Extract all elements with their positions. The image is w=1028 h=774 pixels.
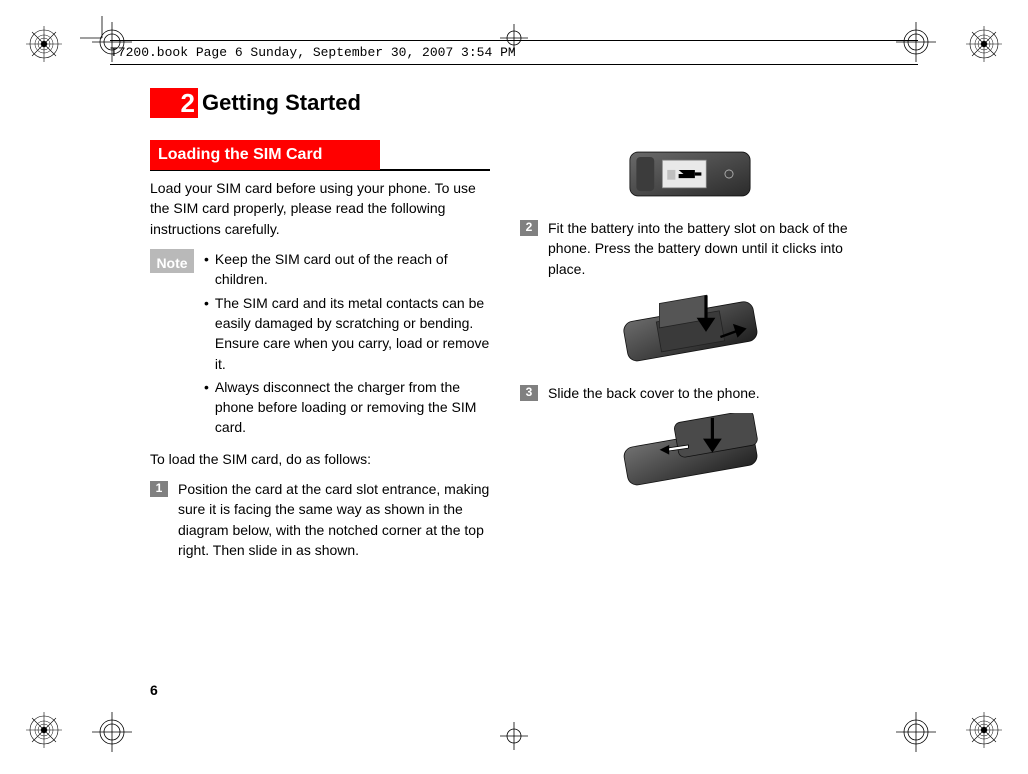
crop-cross-icon <box>92 712 132 752</box>
chapter-heading: 2 Getting Started <box>150 88 928 118</box>
step-row: 2 Fit the battery into the battery slot … <box>520 218 860 279</box>
reg-mark-icon <box>962 708 1006 752</box>
note-item: The SIM card and its metal contacts can … <box>215 293 490 374</box>
phone-cover-illustration <box>610 413 770 493</box>
step-number: 2 <box>520 220 538 236</box>
right-column: 2 Fit the battery into the battery slot … <box>520 140 860 570</box>
lead-text: To load the SIM card, do as follows: <box>150 449 490 469</box>
step-text: Slide the back cover to the phone. <box>548 383 760 403</box>
note-block: Note •Keep the SIM card out of the reach… <box>150 249 490 441</box>
note-label: Note <box>150 249 194 273</box>
section-title: Loading the SIM Card <box>150 140 380 170</box>
reg-mark-icon <box>962 22 1006 66</box>
step-number: 3 <box>520 385 538 401</box>
page-header: T7200.book Page 6 Sunday, September 30, … <box>110 40 918 65</box>
phone-sim-illustration <box>625 144 755 204</box>
step-row: 3 Slide the back cover to the phone. <box>520 383 860 403</box>
left-column: Loading the SIM Card Load your SIM card … <box>150 140 490 570</box>
intro-text: Load your SIM card before using your pho… <box>150 178 490 239</box>
reg-mark-icon <box>22 22 66 66</box>
step-text: Position the card at the card slot entra… <box>178 479 490 560</box>
page-body: 2 Getting Started Loading the SIM Card L… <box>150 88 928 570</box>
note-item: Always disconnect the charger from the p… <box>215 377 490 438</box>
chapter-number: 2 <box>150 88 198 118</box>
step-row: 1 Position the card at the card slot ent… <box>150 479 490 560</box>
page-number: 6 <box>150 682 158 698</box>
chapter-title: Getting Started <box>202 90 361 116</box>
bullet-icon: • <box>204 377 209 438</box>
crop-cross-icon <box>500 722 528 750</box>
note-item: Keep the SIM card out of the reach of ch… <box>215 249 490 290</box>
step-text: Fit the battery into the battery slot on… <box>548 218 860 279</box>
crop-cross-icon <box>896 712 936 752</box>
bullet-icon: • <box>204 249 209 290</box>
bullet-icon: • <box>204 293 209 374</box>
step-number: 1 <box>150 481 168 497</box>
note-list: •Keep the SIM card out of the reach of c… <box>204 249 490 441</box>
reg-mark-icon <box>22 708 66 752</box>
phone-battery-illustration <box>610 289 770 369</box>
